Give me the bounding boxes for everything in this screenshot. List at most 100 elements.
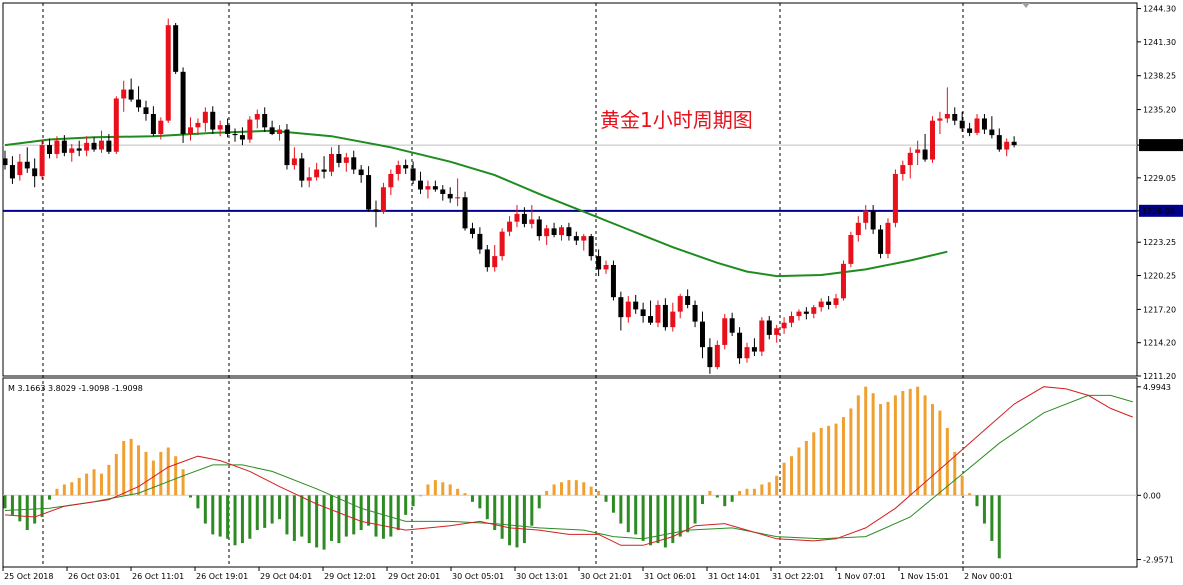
candle	[640, 302, 646, 323]
candle	[173, 22, 179, 75]
histogram-bar	[975, 495, 979, 507]
indicator-plot-area	[3, 386, 1137, 559]
candle	[744, 342, 750, 363]
histogram-bar	[864, 386, 868, 496]
histogram-bar	[493, 495, 497, 531]
time-tick-label: 26 Oct 03:01	[68, 572, 120, 581]
candle	[462, 191, 468, 231]
histogram-bar	[908, 388, 912, 496]
candle	[432, 180, 438, 192]
candle	[692, 300, 698, 328]
candle	[403, 159, 409, 174]
candle	[952, 107, 958, 126]
candle	[306, 167, 312, 188]
histogram-bar	[322, 495, 326, 550]
histogram-bar	[470, 495, 474, 502]
candle	[930, 116, 935, 163]
candle	[967, 122, 973, 137]
candle	[343, 152, 349, 172]
histogram-bar	[396, 495, 400, 531]
time-tick-label: 29 Oct 20:01	[388, 572, 440, 581]
time-tick-label: 26 Oct 11:01	[132, 572, 184, 581]
histogram-bar	[307, 495, 311, 544]
histogram-bar	[62, 484, 66, 496]
candle	[729, 312, 735, 337]
candle	[944, 87, 950, 123]
candle	[410, 161, 416, 184]
candle	[737, 327, 743, 364]
candle	[366, 166, 372, 212]
candle	[477, 227, 483, 254]
histogram-bar	[790, 456, 794, 496]
histogram-bar	[181, 469, 185, 496]
histogram-bar	[107, 464, 111, 496]
histogram-bar	[760, 484, 764, 496]
candle	[766, 316, 772, 340]
candle	[685, 289, 691, 309]
candle	[521, 207, 527, 228]
time-tick-label: 25 Oct 2018	[4, 572, 53, 581]
price-tick-label: 1235.20	[1143, 106, 1176, 115]
histogram-bar	[515, 495, 519, 548]
candle	[54, 136, 60, 159]
histogram-bar	[604, 495, 608, 502]
histogram-bar	[678, 495, 682, 537]
price-tick-label: 1241.30	[1143, 38, 1176, 47]
candle	[707, 338, 713, 374]
time-tick-label: 31 Oct 22:01	[772, 572, 824, 581]
histogram-bar	[560, 482, 563, 496]
histogram-bar	[723, 495, 727, 507]
candle	[202, 107, 208, 132]
histogram-bar	[359, 495, 363, 531]
histogram-bar	[663, 495, 667, 548]
histogram-bar	[782, 462, 786, 496]
histogram-bar	[381, 495, 385, 539]
candle	[17, 153, 23, 181]
candle	[380, 182, 386, 214]
candle	[328, 147, 334, 177]
time-tick-label: 30 Oct 13:01	[516, 572, 568, 581]
candle	[581, 233, 587, 251]
histogram-bar	[656, 495, 660, 544]
candle	[603, 260, 609, 274]
histogram-bar	[374, 495, 378, 537]
histogram-bar	[337, 495, 341, 544]
price-tick-label: 1223.25	[1143, 238, 1176, 247]
candle	[863, 205, 869, 230]
svg-text:1232.00: 1232.00	[1142, 141, 1175, 150]
candle	[395, 160, 401, 181]
candle	[996, 128, 1002, 152]
time-tick-label: 1 Nov 07:01	[837, 572, 886, 581]
histogram-bar	[626, 495, 630, 533]
candle	[76, 140, 82, 157]
candle	[492, 245, 498, 272]
histogram-bar	[419, 495, 423, 497]
candle	[217, 120, 223, 137]
histogram-bar	[3, 495, 7, 509]
candle	[299, 152, 305, 188]
candle	[9, 156, 15, 184]
candle	[1004, 138, 1010, 157]
histogram-bar	[278, 495, 282, 520]
candle	[870, 205, 876, 234]
candle	[210, 106, 216, 134]
candle	[225, 118, 231, 138]
candle	[247, 116, 253, 143]
histogram-bar	[99, 473, 103, 496]
histogram-bar	[752, 488, 756, 496]
candle	[136, 86, 142, 112]
candle	[440, 185, 446, 201]
candle	[98, 130, 104, 153]
candle	[559, 225, 564, 241]
candle	[885, 218, 891, 259]
histogram-bar	[960, 475, 964, 496]
histogram-bar	[456, 488, 460, 496]
candle	[974, 114, 980, 136]
histogram-bar	[931, 404, 934, 496]
histogram-bar	[686, 495, 690, 533]
candle	[113, 96, 119, 154]
candle	[796, 309, 802, 321]
histogram-bar	[968, 493, 972, 496]
